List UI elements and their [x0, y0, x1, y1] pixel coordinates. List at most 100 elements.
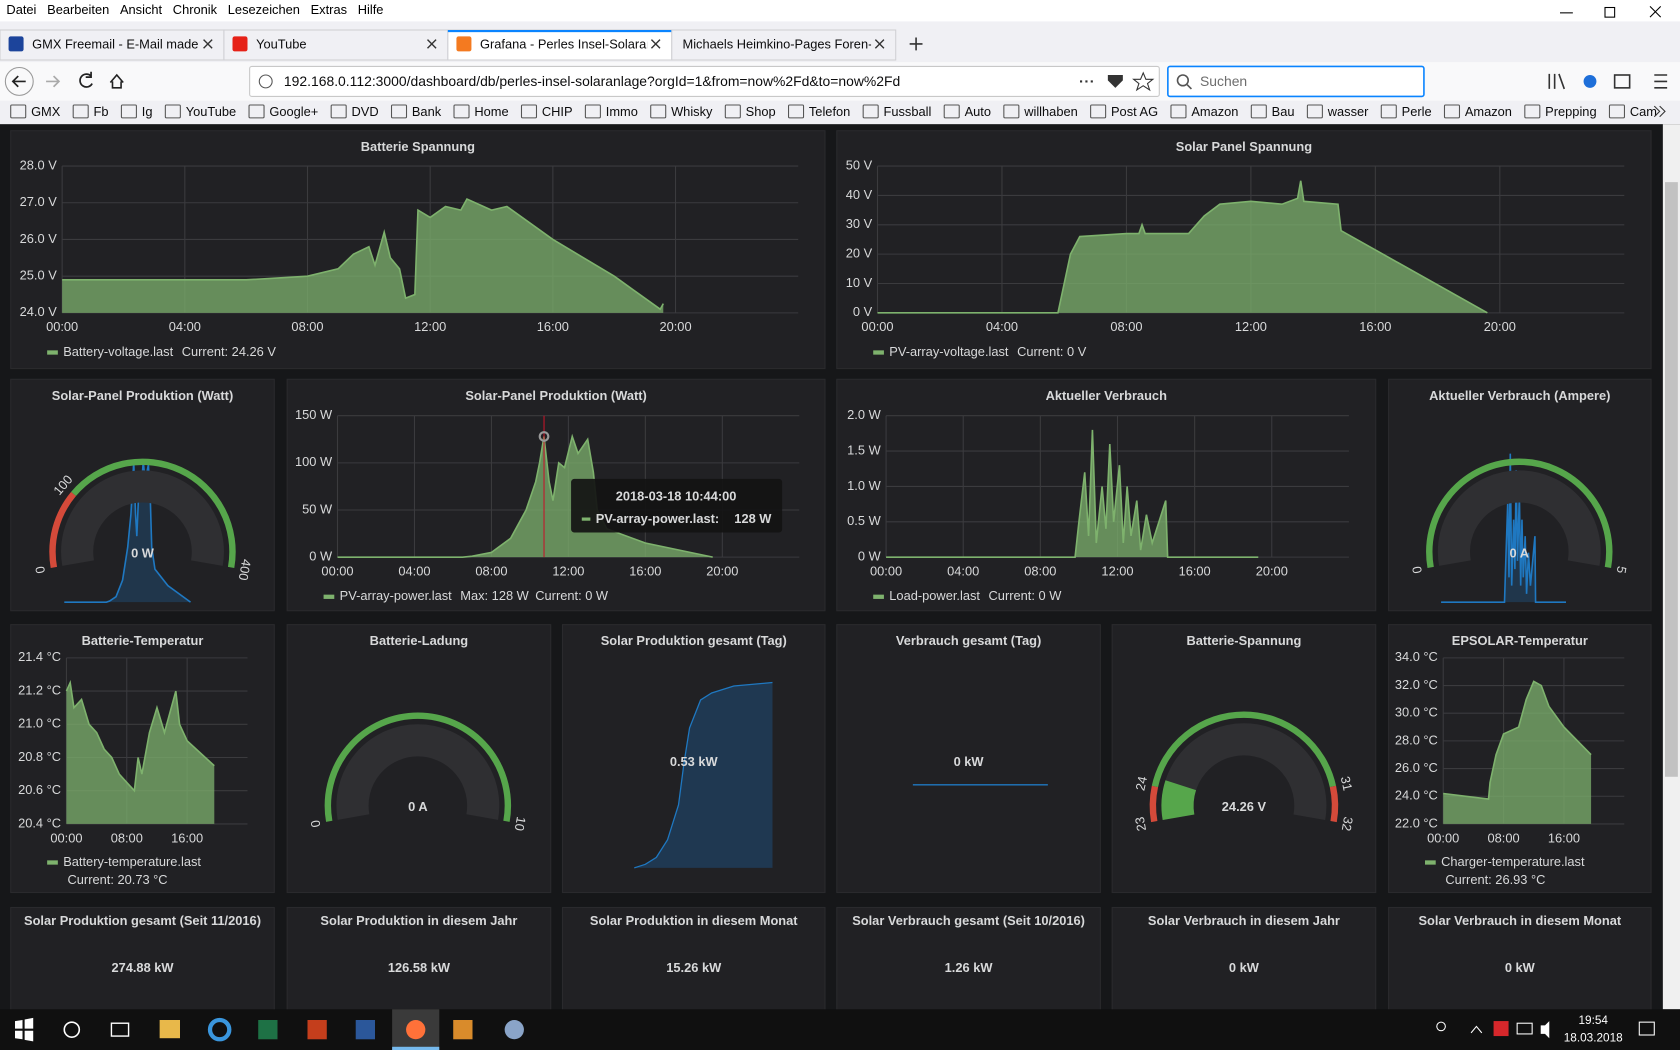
restore-button[interactable] [1604, 6, 1616, 18]
tray-expand[interactable] [1470, 1025, 1483, 1034]
bookmark[interactable]: Fb [94, 104, 109, 119]
start-button[interactable] [15, 1017, 34, 1042]
legend-name[interactable]: Battery-temperature.last [63, 854, 201, 869]
bookmark[interactable]: Whisky [671, 104, 713, 119]
bookmark[interactable]: Fussball [884, 104, 932, 119]
bookmark[interactable]: Bau [1272, 104, 1295, 119]
cortana-button[interactable] [63, 1021, 81, 1038]
menu-item[interactable]: Datei [6, 2, 36, 17]
tooltip-time: 2018-03-18 10:44:00 [616, 489, 737, 504]
panel-title[interactable]: EPSOLAR-Temperatur [1452, 633, 1588, 648]
panel-title[interactable]: Batterie-Spannung [1186, 633, 1301, 648]
bookmark[interactable]: Bank [412, 104, 442, 119]
bookmark[interactable]: Prepping [1545, 104, 1596, 119]
panel [1111, 624, 1377, 894]
bookmark[interactable]: willhaben [1023, 104, 1078, 119]
library-button[interactable] [1548, 73, 1566, 90]
panel-title[interactable]: Solar Produktion gesamt (Tag) [601, 633, 787, 648]
panel-title[interactable]: Solar Produktion gesamt (Seit 11/2016) [24, 913, 261, 928]
menu-item[interactable]: Bearbeiten [47, 2, 109, 17]
bookmark[interactable]: DVD [352, 104, 379, 119]
new-tab-button[interactable] [909, 37, 923, 51]
panel-title[interactable]: Aktueller Verbrauch [1046, 388, 1168, 403]
legend-name[interactable]: PV-array-voltage.last [889, 344, 1009, 359]
bookmark[interactable]: wasser [1327, 104, 1369, 119]
url-bar[interactable] [249, 65, 1160, 97]
tab[interactable] [0, 29, 225, 61]
panel-title[interactable]: Solar Verbrauch in diesem Jahr [1148, 913, 1340, 928]
bookmark[interactable]: Ig [142, 104, 153, 119]
panel-title[interactable]: Solar Verbrauch in diesem Monat [1418, 913, 1621, 928]
more-bookmarks[interactable] [1653, 105, 1666, 118]
panel-title[interactable]: Solar-Panel Produktion (Watt) [465, 388, 646, 403]
scrollbar-thumb[interactable] [1665, 182, 1678, 777]
notifications-button[interactable] [1638, 1021, 1655, 1036]
tab[interactable] [671, 29, 897, 61]
menu-item[interactable]: Ansicht [120, 2, 163, 17]
paint-icon[interactable] [504, 1020, 524, 1040]
tab[interactable] [223, 29, 449, 61]
tab-close[interactable] [203, 39, 213, 49]
legend-name[interactable]: Charger-temperature.last [1441, 854, 1585, 869]
close-button[interactable] [1649, 6, 1662, 18]
people-icon[interactable] [1436, 1021, 1446, 1032]
legend-name[interactable]: Load-power.last [889, 588, 980, 603]
explorer-icon[interactable] [159, 1020, 180, 1039]
legend-swatch [873, 350, 884, 355]
tray-icon[interactable] [1493, 1021, 1509, 1037]
app-icon[interactable] [307, 1020, 327, 1040]
bookmark-icon [1524, 104, 1541, 119]
tab-close[interactable] [427, 39, 437, 49]
tab-close[interactable] [650, 39, 661, 49]
panel-title[interactable]: Batterie-Temperatur [82, 633, 204, 648]
reload-button[interactable] [79, 71, 93, 88]
bookmark[interactable]: Amazon [1465, 104, 1512, 119]
bookmark[interactable]: Home [474, 104, 508, 119]
panel-title[interactable]: Verbrauch gesamt (Tag) [896, 633, 1041, 648]
bookmark[interactable]: YouTube [186, 104, 236, 119]
bookmark[interactable]: Auto [965, 104, 991, 119]
bookmark[interactable]: GMX [31, 104, 61, 119]
bookmark[interactable]: Immo [606, 104, 638, 119]
menu-item[interactable]: Chronik [173, 2, 218, 17]
bookmark[interactable]: Post AG [1111, 104, 1158, 119]
task-view-button[interactable] [110, 1022, 130, 1037]
pocket-icon[interactable] [1107, 75, 1123, 88]
panel-title[interactable]: Solar Produktion in diesem Jahr [320, 913, 517, 928]
excel-icon[interactable] [258, 1020, 278, 1040]
panel-title[interactable]: Solar-Panel Produktion (Watt) [52, 388, 233, 403]
sync-button[interactable] [1583, 75, 1597, 88]
site-info-icon[interactable] [258, 74, 273, 89]
media-icon[interactable] [453, 1020, 473, 1040]
legend-name[interactable]: Battery-voltage.last [63, 344, 173, 359]
sidebar-button[interactable] [1613, 74, 1631, 89]
back-button[interactable] [4, 66, 34, 96]
menu-button[interactable] [1654, 74, 1668, 89]
panel-title[interactable]: Solar Produktion in diesem Monat [590, 913, 798, 928]
menu-item[interactable]: Lesezeichen [228, 2, 300, 17]
panel-title[interactable]: Solar Verbrauch gesamt (Seit 10/2016) [852, 913, 1085, 928]
bookmark[interactable]: Telefon [809, 104, 850, 119]
word-icon[interactable] [355, 1020, 375, 1040]
volume-icon[interactable] [1540, 1021, 1550, 1039]
bookmark[interactable]: Google+ [269, 104, 318, 119]
bookmark-star[interactable] [1132, 71, 1155, 92]
panel-title[interactable]: Batterie-Ladung [370, 633, 468, 648]
legend-name[interactable]: PV-array-power.last [340, 588, 453, 603]
network-icon[interactable] [1516, 1022, 1533, 1035]
panel-title[interactable]: Aktueller Verbrauch (Ampere) [1429, 388, 1610, 403]
bookmark[interactable]: Perle [1402, 104, 1432, 119]
menu-item[interactable]: Extras [311, 2, 347, 17]
search-box[interactable] [1167, 65, 1425, 98]
bookmark[interactable]: Cam [1630, 104, 1657, 119]
tab-close[interactable] [874, 39, 885, 49]
forward-button[interactable] [46, 75, 61, 88]
bookmark[interactable]: Amazon [1191, 104, 1238, 119]
menu-item[interactable]: Hilfe [358, 2, 384, 17]
home-button[interactable] [109, 73, 124, 89]
bookmark[interactable]: Shop [746, 104, 776, 119]
bookmark[interactable]: CHIP [542, 104, 573, 119]
panel-title[interactable]: Solar Panel Spannung [1176, 139, 1312, 154]
edge-icon[interactable] [207, 1017, 232, 1042]
panel-title[interactable]: Batterie Spannung [361, 139, 475, 154]
